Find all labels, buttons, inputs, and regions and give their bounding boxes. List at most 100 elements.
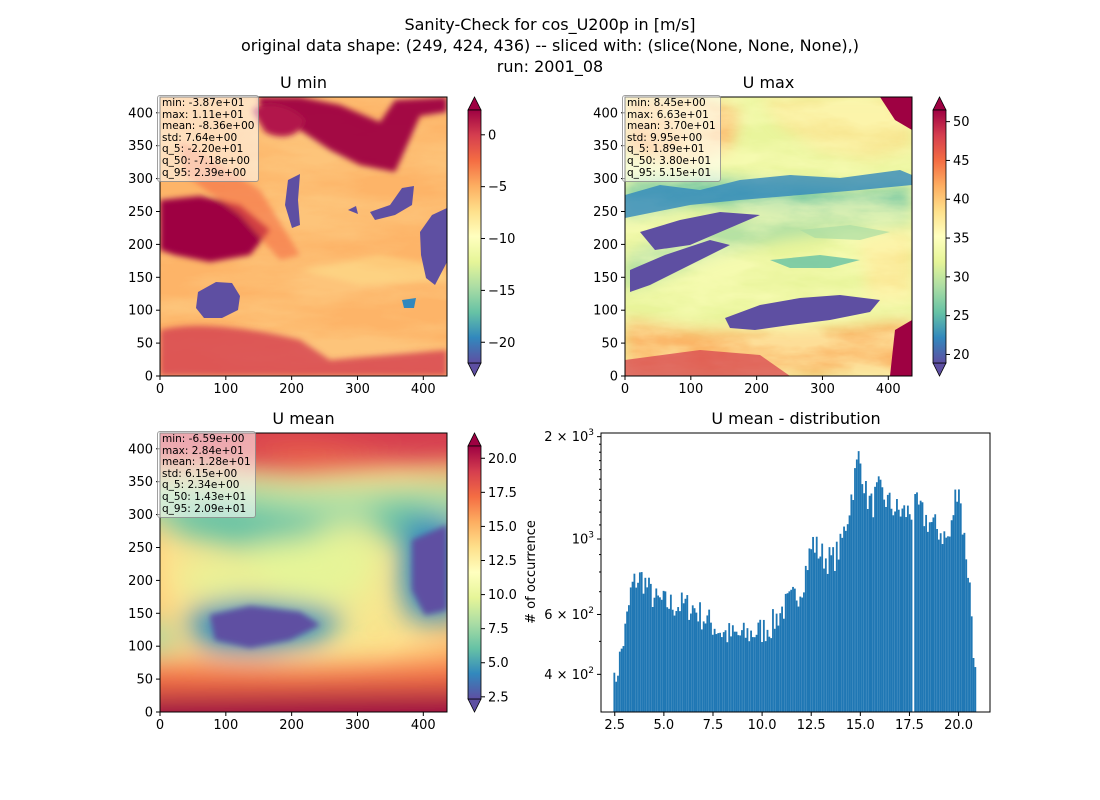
y-tick-label: 200: [593, 238, 618, 253]
colorbar-gradient: [932, 109, 947, 364]
histogram-bar: [700, 629, 703, 712]
y-tick-label: 4 × 102: [544, 666, 594, 683]
histogram-bar: [839, 533, 842, 712]
stat-line: q_95: 2.09e+01: [162, 502, 247, 515]
histogram-bar: [850, 494, 853, 712]
histogram-bar: [750, 630, 752, 712]
y-tick-label: 150: [128, 607, 153, 622]
histogram-x-ticks: 2.5 5.0 7.5 10.0 12.5 15.0 17.5 20.0: [604, 712, 973, 733]
y-tick-label: 400: [128, 106, 153, 121]
x-tick-label: 0: [156, 382, 164, 397]
histogram-bar: [669, 594, 672, 712]
histogram-bar: [896, 499, 898, 712]
histogram-bar: [795, 600, 798, 712]
histogram-bar: [673, 615, 676, 712]
y-tick-label: 50: [136, 673, 153, 688]
histogram-bar: [905, 517, 907, 712]
colorbar-tick-label: −20: [488, 336, 515, 351]
stats-box-u-min: min: -3.87e+01 max: 1.11e+01 mean: -8.36…: [157, 95, 260, 183]
histogram-bar: [648, 577, 650, 712]
histogram-bar: [731, 625, 734, 712]
histogram-bar: [659, 597, 661, 712]
histogram-bar: [657, 595, 660, 712]
histogram-bar: [857, 451, 860, 712]
colorbar-tick-label: 0: [488, 128, 496, 143]
histogram-bar: [808, 548, 811, 712]
colorbar-extend-max: [932, 96, 947, 111]
histogram-bar: [680, 592, 683, 712]
colorbar-extend-min: [932, 362, 947, 377]
histogram-bar: [886, 494, 889, 712]
histogram-bar: [640, 572, 643, 712]
histogram-bar: [968, 582, 971, 712]
histogram-bar: [662, 590, 665, 712]
histogram-bar: [899, 516, 902, 712]
x-tick-label: 200: [279, 718, 304, 733]
histogram-bar: [837, 559, 840, 712]
histogram-bar: [682, 603, 685, 712]
colorbar-u-min: −20 −15 −10 −5 0: [467, 96, 515, 377]
histogram-bar: [967, 577, 969, 712]
histogram-bar: [766, 629, 769, 712]
x-tick-label: 300: [810, 382, 835, 397]
stat-line: q_50: 3.80e+01: [627, 154, 712, 167]
y-tick-label: 200: [128, 574, 153, 589]
histogram-bar: [777, 625, 780, 712]
histogram-bar: [841, 537, 844, 712]
x-tick-label: 17.5: [895, 718, 924, 733]
histogram-bar: [916, 492, 918, 712]
histogram-bar: [810, 549, 813, 712]
histogram-bar: [877, 476, 880, 712]
histogram-bar: [954, 489, 957, 712]
histogram-bar: [852, 500, 855, 712]
histogram-bar: [885, 506, 887, 712]
histogram-bar: [919, 500, 922, 712]
suptitle-line-3: run: 2001_08: [497, 57, 603, 77]
histogram-bar: [821, 543, 824, 712]
histogram-bar: [937, 539, 940, 712]
histogram-bar: [629, 587, 632, 712]
histogram-bar: [844, 530, 847, 712]
histogram-bar: [751, 637, 754, 712]
histogram-bar: [846, 524, 849, 712]
histogram-bar: [817, 558, 820, 712]
colorbar-u-max: 20 25 30 35 40 45 50: [932, 96, 970, 377]
histogram-bar: [753, 637, 756, 712]
histogram-bar: [875, 482, 878, 712]
histogram-bar: [855, 459, 858, 712]
histogram-bar: [724, 630, 727, 712]
y-tick-label: 6 × 102: [544, 606, 594, 623]
histogram-bar: [773, 628, 776, 712]
colorbar-tick-label: −5: [488, 180, 507, 195]
histogram-bar: [775, 613, 778, 712]
suptitle-line-2: original data shape: (249, 424, 436) -- …: [241, 36, 859, 55]
x-tick-label: 20.0: [944, 718, 973, 733]
histogram-bar: [781, 606, 783, 712]
histogram-bar: [620, 648, 623, 712]
colorbar-tick-label: 17.5: [488, 486, 517, 501]
y-tick-label: 350: [128, 475, 153, 490]
y-tick-label: 100: [128, 640, 153, 655]
histogram-bar: [728, 623, 731, 712]
histogram-bar: [936, 528, 938, 712]
stat-line: mean: 3.70e+01: [627, 120, 716, 133]
histogram-bar: [888, 492, 891, 712]
histogram-bar: [928, 522, 931, 712]
histogram-bar: [790, 589, 793, 712]
histogram-bar: [782, 618, 785, 712]
histogram-bar: [722, 632, 725, 712]
histogram-bar: [677, 607, 680, 712]
colorbar-extend-max: [467, 432, 482, 447]
x-tick-label: 100: [678, 382, 703, 397]
histogram-bar: [917, 504, 920, 712]
histogram-bar: [961, 534, 964, 712]
histogram-bar: [865, 481, 867, 712]
x-tick-label: 300: [345, 382, 370, 397]
histogram-bar: [713, 628, 716, 712]
y-tick-label: 250: [593, 205, 618, 220]
colorbar-tick-label: 2.5: [488, 690, 509, 705]
histogram-bar: [699, 602, 701, 712]
colorbar-tick-label: 45: [953, 154, 970, 169]
histogram-bar: [651, 606, 654, 712]
histogram-bar: [671, 609, 674, 712]
